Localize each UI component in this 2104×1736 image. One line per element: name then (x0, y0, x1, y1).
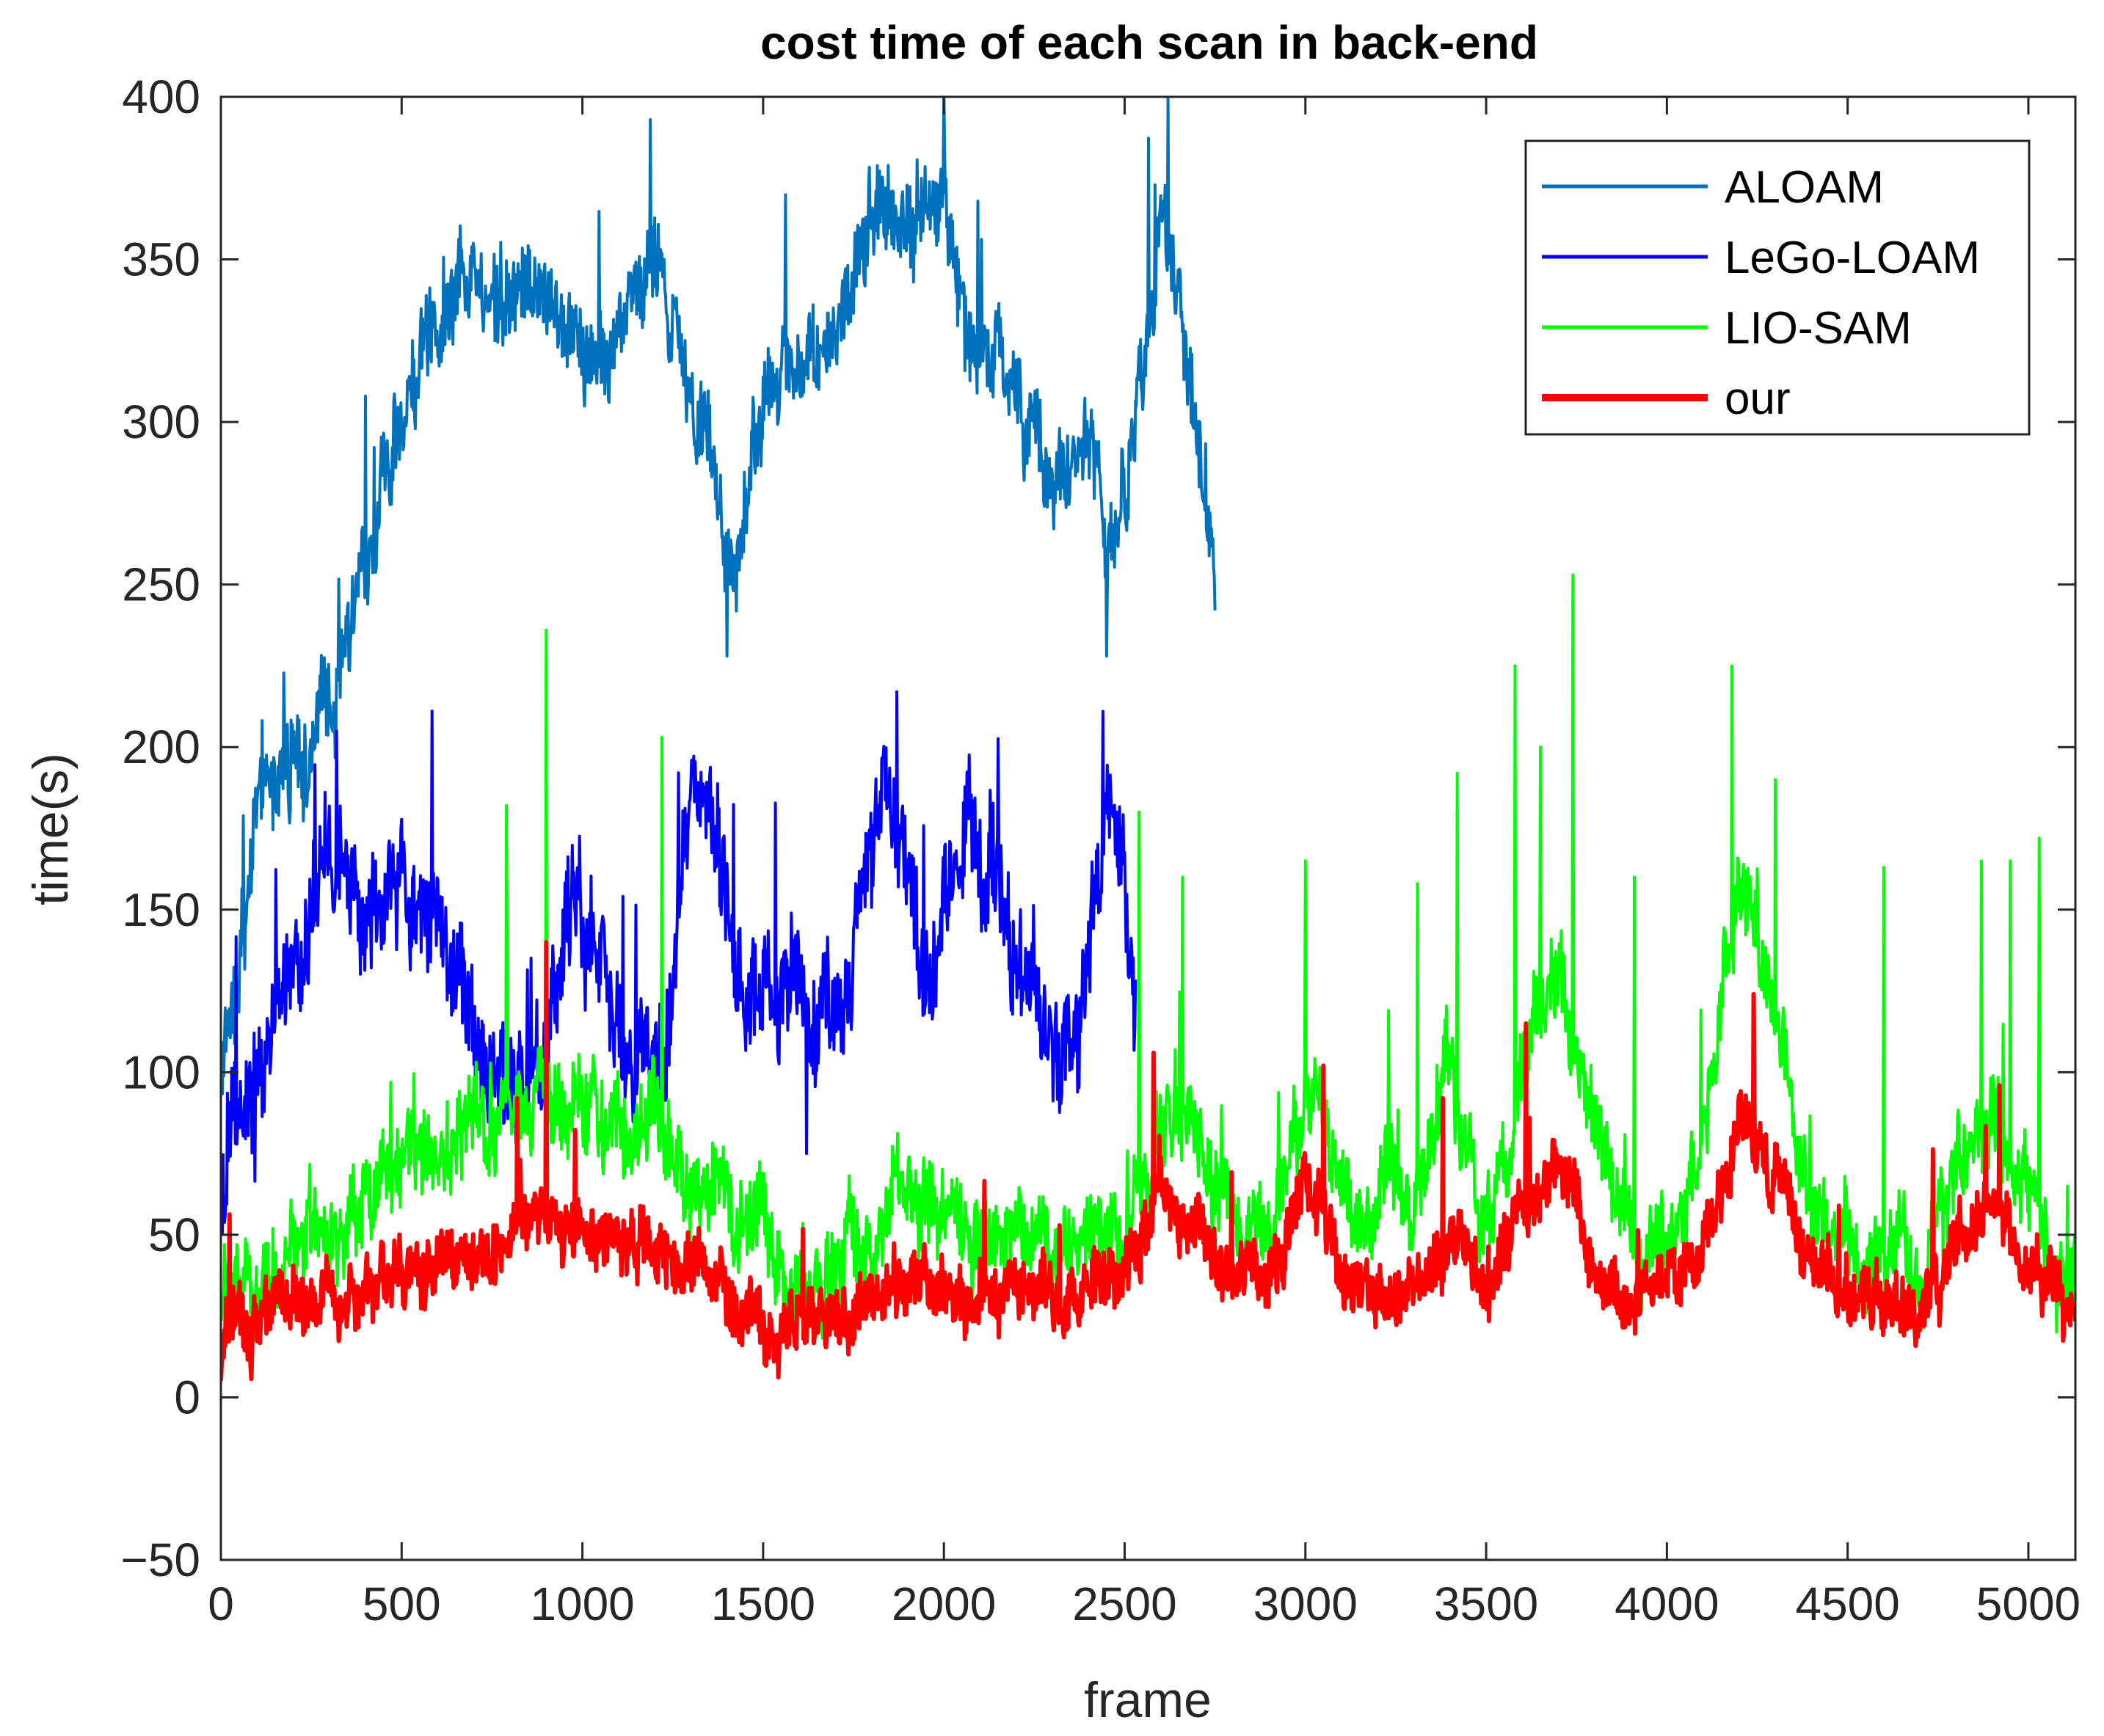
x-tick-label: 3500 (1434, 1578, 1538, 1630)
y-tick-label: 150 (122, 883, 200, 936)
series-line-lego-loam (221, 690, 1137, 1234)
series-line-lio-sam (221, 573, 2075, 1342)
plot-area (221, 97, 2075, 1382)
series-line-our (221, 940, 2075, 1382)
y-axis: −50 0 50 100 150 200 250 300 350 400 (120, 70, 2075, 1586)
x-tick-label: 4000 (1615, 1578, 1719, 1630)
x-tick-label: 2500 (1072, 1578, 1176, 1630)
x-tick-label: 2000 (892, 1578, 996, 1630)
axes-box (219, 95, 2077, 1561)
legend-label: LeGo-LOAM (1725, 233, 1980, 283)
legend-box (1524, 139, 2031, 436)
x-axis: 0 500 1000 1500 2000 2500 3000 3500 4000 4500 5000 (208, 97, 2081, 1630)
legend: ALOAM LeGo-LOAM LIO-SAM our (1524, 139, 2031, 436)
y-axis-label: time(s) (23, 753, 79, 905)
x-tick-label: 4500 (1795, 1578, 1899, 1630)
y-tick-label: 50 (148, 1208, 200, 1261)
x-tick-label: 5000 (1976, 1578, 2081, 1630)
y-tick-label: 100 (122, 1046, 200, 1098)
y-tick-label: −50 (120, 1533, 200, 1586)
x-tick-label: 3000 (1253, 1578, 1358, 1630)
legend-label: LIO-SAM (1725, 303, 1912, 354)
x-tick-label: 0 (208, 1578, 234, 1630)
y-tick-label: 400 (122, 70, 200, 123)
series-line-aloam (221, 97, 1217, 1095)
x-tick-label: 1000 (530, 1578, 634, 1630)
y-tick-label: 250 (122, 558, 200, 611)
x-axis-label: frame (1084, 1672, 1212, 1728)
y-tick-label: 0 (174, 1371, 200, 1423)
y-tick-label: 200 (122, 721, 200, 773)
x-tick-label: 1500 (711, 1578, 815, 1630)
chart-title: cost time of each scan in back-end (760, 16, 1538, 69)
legend-label: ALOAM (1725, 162, 1884, 213)
legend-label: our (1725, 373, 1791, 424)
x-tick-label: 500 (363, 1578, 441, 1630)
y-tick-label: 300 (122, 395, 200, 448)
y-tick-label: 350 (122, 233, 200, 286)
